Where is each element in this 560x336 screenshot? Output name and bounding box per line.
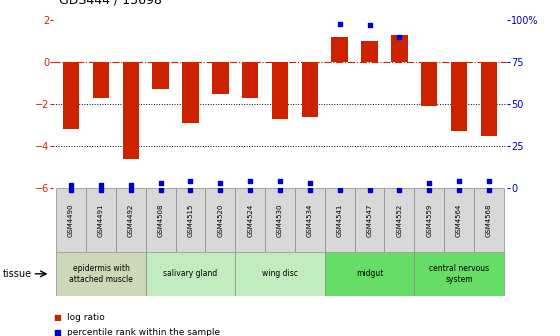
Text: GSM4559: GSM4559 xyxy=(426,203,432,237)
Text: salivary gland: salivary gland xyxy=(164,269,218,278)
Bar xyxy=(56,252,146,296)
Bar xyxy=(295,188,325,252)
Bar xyxy=(414,252,504,296)
Bar xyxy=(56,188,86,252)
Text: GSM4564: GSM4564 xyxy=(456,203,462,237)
Bar xyxy=(63,62,80,129)
Bar xyxy=(421,62,437,106)
Bar xyxy=(474,188,504,252)
Point xyxy=(127,182,136,187)
Text: ■: ■ xyxy=(53,313,61,322)
Bar xyxy=(325,188,354,252)
Text: central nervous
system: central nervous system xyxy=(429,264,489,284)
Point xyxy=(67,182,76,187)
Text: GSM4530: GSM4530 xyxy=(277,203,283,237)
Text: GSM4492: GSM4492 xyxy=(128,203,134,237)
Point xyxy=(96,182,105,187)
Text: GSM4508: GSM4508 xyxy=(157,203,164,237)
Bar xyxy=(414,188,444,252)
Bar xyxy=(325,252,414,296)
Text: GSM4547: GSM4547 xyxy=(367,203,372,237)
Bar xyxy=(182,62,199,123)
Text: wing disc: wing disc xyxy=(262,269,298,278)
Text: epidermis with
attached muscle: epidermis with attached muscle xyxy=(69,264,133,284)
Point xyxy=(246,179,255,184)
Text: GSM4541: GSM4541 xyxy=(337,203,343,237)
Bar xyxy=(332,37,348,62)
Bar xyxy=(152,62,169,89)
Bar xyxy=(86,188,116,252)
Point xyxy=(156,180,165,186)
Text: log ratio: log ratio xyxy=(67,313,105,322)
Bar xyxy=(206,188,235,252)
Point xyxy=(484,179,493,184)
Point xyxy=(365,23,374,28)
Bar xyxy=(385,188,414,252)
Point xyxy=(305,180,314,186)
Bar xyxy=(123,62,139,159)
Point xyxy=(335,21,344,26)
Text: GSM4552: GSM4552 xyxy=(396,204,403,237)
Point xyxy=(455,179,464,184)
Bar xyxy=(480,62,497,136)
Bar xyxy=(175,188,206,252)
Bar xyxy=(212,62,228,94)
Text: ■: ■ xyxy=(53,328,61,336)
Bar xyxy=(116,188,146,252)
Bar xyxy=(146,252,235,296)
Text: GSM4491: GSM4491 xyxy=(98,203,104,237)
Point xyxy=(186,179,195,184)
Text: midgut: midgut xyxy=(356,269,383,278)
Text: GSM4520: GSM4520 xyxy=(217,203,223,237)
Point xyxy=(395,34,404,40)
Point xyxy=(424,180,433,186)
Text: GDS444 / 15698: GDS444 / 15698 xyxy=(59,0,162,7)
Text: tissue: tissue xyxy=(3,269,32,279)
Bar xyxy=(444,188,474,252)
Text: GSM4515: GSM4515 xyxy=(188,203,193,237)
Bar xyxy=(361,41,378,62)
Text: percentile rank within the sample: percentile rank within the sample xyxy=(67,328,220,336)
Bar xyxy=(272,62,288,119)
Bar xyxy=(235,252,325,296)
Bar xyxy=(354,188,385,252)
Bar xyxy=(93,62,109,98)
Text: GSM4490: GSM4490 xyxy=(68,203,74,237)
Bar xyxy=(302,62,318,117)
Point xyxy=(276,179,284,184)
Bar xyxy=(265,188,295,252)
Bar xyxy=(235,188,265,252)
Text: GSM4534: GSM4534 xyxy=(307,203,313,237)
Bar xyxy=(391,35,408,62)
Text: GSM4568: GSM4568 xyxy=(486,203,492,237)
Point xyxy=(216,180,225,186)
Bar xyxy=(242,62,258,98)
Bar xyxy=(146,188,175,252)
Text: GSM4524: GSM4524 xyxy=(247,204,253,237)
Bar xyxy=(451,62,467,131)
